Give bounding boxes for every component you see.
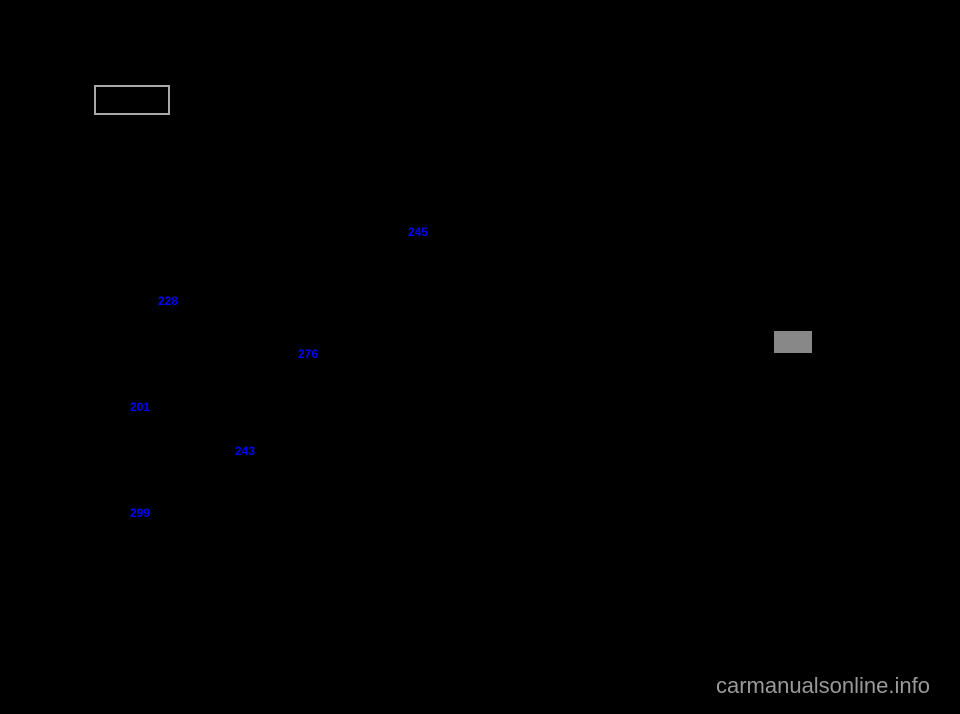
page-link-228[interactable]: 228 (158, 294, 178, 308)
page-link-201[interactable]: 201 (130, 400, 150, 414)
page-link-245[interactable]: 245 (408, 225, 428, 239)
watermark-text: carmanualsonline.info (716, 673, 930, 699)
page-number-box (94, 85, 170, 115)
page-marker-box (774, 331, 812, 353)
page-link-243[interactable]: 243 (235, 444, 255, 458)
page-link-299[interactable]: 299 (130, 506, 150, 520)
page-link-276[interactable]: 276 (298, 347, 318, 361)
